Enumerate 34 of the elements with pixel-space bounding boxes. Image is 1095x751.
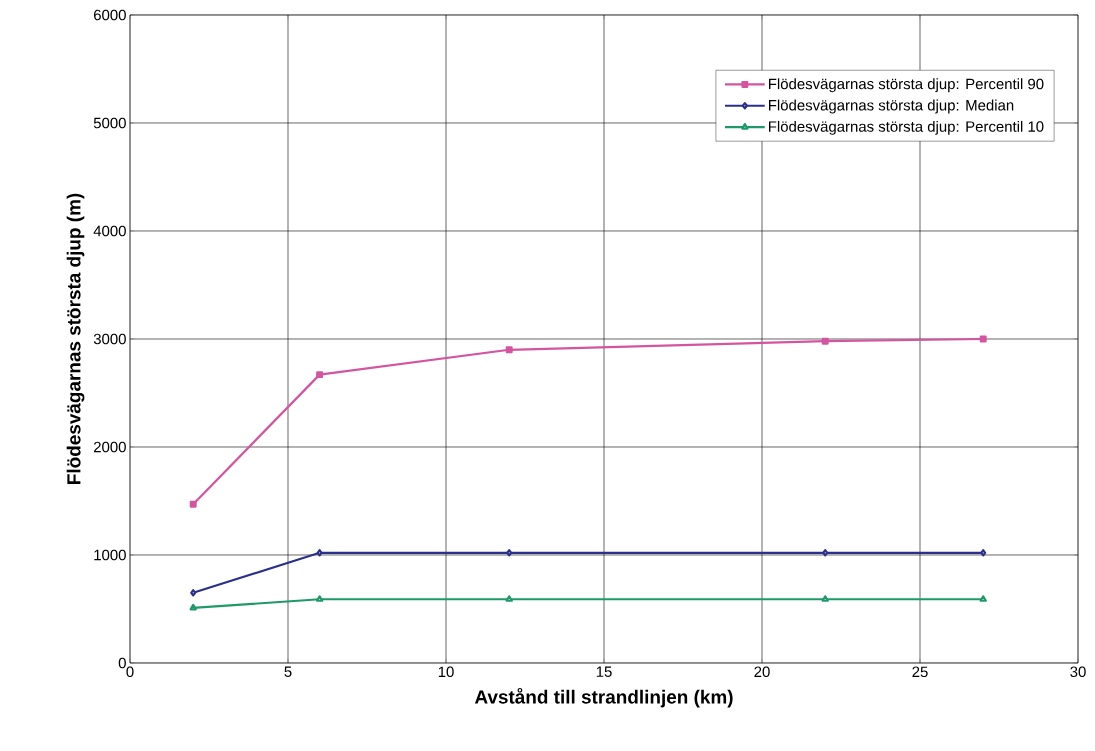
point [189, 603, 197, 611]
x-axis-title: Avstånd till strandlinjen (km) [474, 687, 733, 708]
x-tick-label: 25 [912, 666, 928, 678]
point [315, 595, 324, 602]
point [821, 595, 829, 602]
point [506, 549, 513, 557]
x-tick-label: 5 [284, 666, 292, 677]
point [979, 335, 987, 343]
point [505, 346, 513, 354]
y-tick-label: 3000 [93, 333, 126, 345]
legend-label: Flödesvägarnas största djup: Percentil 10 [769, 120, 1044, 135]
x-tick-label: 15 [596, 666, 612, 677]
y-tick-label: 2000 [93, 441, 126, 453]
point [190, 589, 197, 597]
legend-label: Flödesvägarnas största djup: Percentil 90 [769, 78, 1044, 93]
x-tick-label: 20 [754, 666, 770, 678]
y-tick-label: 1000 [94, 549, 126, 561]
point [316, 549, 323, 557]
point [980, 549, 987, 557]
y-tick-label: 6000 [94, 9, 126, 21]
y-tick-label: 5000 [93, 117, 126, 129]
point [821, 337, 829, 345]
x-tick-label: 30 [1070, 666, 1086, 678]
x-tick-label: 0 [126, 666, 134, 678]
legend-label: Flödesvägarnas största djup: Median [769, 99, 1014, 114]
point [979, 595, 987, 602]
y-axis-title: Flödesvägarnas största djup (m) [66, 193, 85, 484]
y-tick-label: 0 [118, 657, 126, 669]
point [505, 595, 513, 602]
x-tick-label: 10 [438, 666, 454, 678]
point [316, 371, 324, 379]
point [822, 549, 829, 557]
y-tick-label: 4000 [93, 225, 126, 237]
point [189, 500, 197, 508]
